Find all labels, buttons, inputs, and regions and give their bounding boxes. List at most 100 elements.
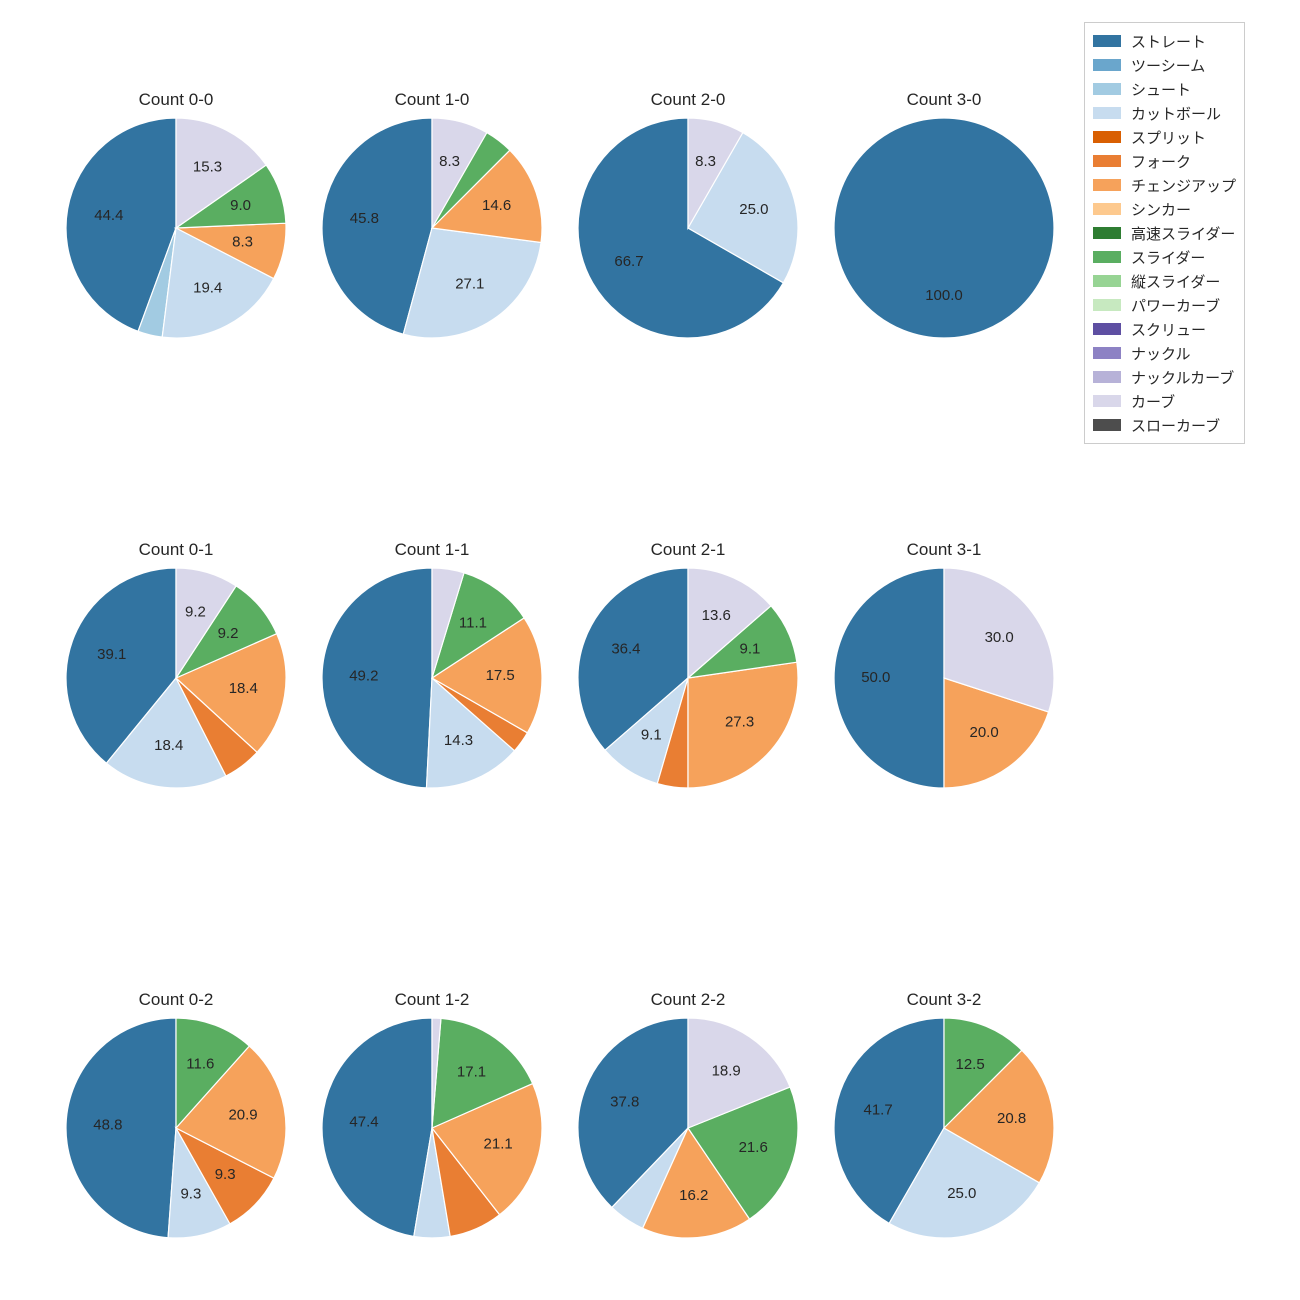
legend-item: 高速スライダー bbox=[1093, 221, 1236, 245]
slice-label: 20.8 bbox=[997, 1110, 1026, 1127]
legend-item: スローカーブ bbox=[1093, 413, 1236, 437]
slice-label: 20.0 bbox=[969, 724, 998, 741]
legend-label: シュート bbox=[1131, 79, 1191, 100]
slice-label: 8.3 bbox=[439, 153, 460, 170]
slice-label: 25.0 bbox=[739, 201, 768, 218]
slice-label: 37.8 bbox=[610, 1094, 639, 1111]
slice-label: 9.3 bbox=[180, 1186, 201, 1203]
slice-label: 9.0 bbox=[230, 197, 251, 214]
legend-label: ストレート bbox=[1131, 31, 1206, 52]
slice-label: 11.6 bbox=[186, 1055, 214, 1072]
legend-swatch bbox=[1093, 323, 1121, 335]
pie-grid-canvas: Count 0-044.419.48.39.015.3Count 1-045.8… bbox=[0, 0, 1300, 1300]
chart-title: Count 2-2 bbox=[578, 990, 798, 1010]
slice-label: 16.2 bbox=[679, 1187, 708, 1204]
pie-chart: Count 3-241.725.020.812.5 bbox=[834, 1018, 1054, 1238]
legend-item: ナックル bbox=[1093, 341, 1236, 365]
legend-label: スライダー bbox=[1131, 247, 1205, 268]
legend-swatch bbox=[1093, 155, 1121, 167]
slice-label: 9.2 bbox=[185, 604, 206, 621]
legend-swatch bbox=[1093, 131, 1121, 143]
legend-swatch bbox=[1093, 299, 1121, 311]
slice-label: 17.5 bbox=[486, 667, 515, 684]
legend-label: 縦スライダー bbox=[1131, 271, 1220, 292]
slice-label: 21.1 bbox=[484, 1136, 513, 1153]
slice-label: 14.6 bbox=[482, 197, 511, 214]
slice-label: 27.1 bbox=[455, 276, 484, 293]
slice-label: 17.1 bbox=[457, 1063, 486, 1080]
slice-label: 8.3 bbox=[695, 153, 716, 170]
slice-label: 18.4 bbox=[229, 680, 258, 697]
legend-swatch bbox=[1093, 275, 1121, 287]
pie-chart: Count 3-150.020.030.0 bbox=[834, 568, 1054, 788]
legend-swatch bbox=[1093, 419, 1121, 431]
pie-svg: 44.419.48.39.015.3 bbox=[66, 118, 286, 338]
legend-item: パワーカーブ bbox=[1093, 293, 1236, 317]
slice-label: 18.9 bbox=[712, 1062, 741, 1079]
legend-label: カーブ bbox=[1131, 391, 1175, 412]
pie-chart: Count 0-248.89.39.320.911.6 bbox=[66, 1018, 286, 1238]
pie-svg: 50.020.030.0 bbox=[834, 568, 1054, 788]
pie-svg: 47.421.117.1 bbox=[322, 1018, 542, 1238]
chart-title: Count 3-2 bbox=[834, 990, 1054, 1010]
slice-label: 19.4 bbox=[193, 279, 222, 296]
chart-title: Count 2-1 bbox=[578, 540, 798, 560]
chart-title: Count 1-2 bbox=[322, 990, 542, 1010]
slice-label: 18.4 bbox=[154, 737, 183, 754]
legend-swatch bbox=[1093, 347, 1121, 359]
slice-label: 36.4 bbox=[611, 641, 640, 658]
legend-label: スプリット bbox=[1131, 127, 1206, 148]
slice-label: 12.5 bbox=[955, 1056, 984, 1073]
legend-swatch bbox=[1093, 179, 1121, 191]
pie-svg: 45.8 27.1 14.6 8.3 bbox=[322, 118, 542, 338]
legend-item: カーブ bbox=[1093, 389, 1236, 413]
slice-label: 20.9 bbox=[228, 1106, 257, 1123]
pie-chart: Count 2-136.49.127.39.113.6 bbox=[578, 568, 798, 788]
legend-label: フォーク bbox=[1131, 151, 1191, 172]
chart-title: Count 1-1 bbox=[322, 540, 542, 560]
pie-slice bbox=[834, 118, 1054, 338]
slice-label: 45.8 bbox=[350, 210, 379, 227]
pie-svg: 39.118.418.49.29.2 bbox=[66, 568, 286, 788]
legend-item: ツーシーム bbox=[1093, 53, 1236, 77]
slice-label: 8.3 bbox=[232, 234, 253, 251]
legend-label: カットボール bbox=[1131, 103, 1221, 124]
slice-label: 9.1 bbox=[641, 726, 662, 743]
slice-label: 15.3 bbox=[193, 158, 222, 175]
pie-chart: Count 1-045.827.114.68.3 bbox=[322, 118, 542, 338]
slice-label: 9.3 bbox=[215, 1166, 236, 1183]
pie-svg: 48.89.39.320.911.6 bbox=[66, 1018, 286, 1238]
slice-label: 30.0 bbox=[985, 629, 1014, 646]
legend-swatch bbox=[1093, 227, 1121, 239]
pie-chart: Count 1-247.421.117.1 bbox=[322, 1018, 542, 1238]
legend-swatch bbox=[1093, 107, 1121, 119]
legend-label: チェンジアップ bbox=[1131, 175, 1236, 196]
legend-item: ストレート bbox=[1093, 29, 1236, 53]
pie-svg: 37.816.221.618.9 bbox=[578, 1018, 798, 1238]
chart-title: Count 0-2 bbox=[66, 990, 286, 1010]
legend-swatch bbox=[1093, 83, 1121, 95]
slice-label: 9.2 bbox=[218, 625, 239, 642]
slice-label: 9.1 bbox=[740, 641, 761, 658]
legend-swatch bbox=[1093, 251, 1121, 263]
legend-swatch bbox=[1093, 59, 1121, 71]
slice-label: 27.3 bbox=[725, 714, 754, 731]
legend-item: スプリット bbox=[1093, 125, 1236, 149]
pie-svg: 100.0 bbox=[834, 118, 1054, 338]
chart-title: Count 3-1 bbox=[834, 540, 1054, 560]
pie-chart: Count 0-139.118.418.49.29.2 bbox=[66, 568, 286, 788]
slice-label: 13.6 bbox=[702, 607, 731, 624]
legend-swatch bbox=[1093, 395, 1121, 407]
pie-chart: Count 1-149.214.317.511.1 bbox=[322, 568, 542, 788]
pie-svg: 36.4 9.1 27.3 9.1 13.6 bbox=[578, 568, 798, 788]
slice-label: 66.7 bbox=[614, 253, 643, 270]
legend-label: スクリュー bbox=[1131, 319, 1206, 340]
pie-chart: Count 2-237.816.221.618.9 bbox=[578, 1018, 798, 1238]
legend-label: パワーカーブ bbox=[1131, 295, 1220, 316]
legend-item: フォーク bbox=[1093, 149, 1236, 173]
legend-label: スローカーブ bbox=[1131, 415, 1220, 436]
legend-label: ナックル bbox=[1131, 343, 1191, 364]
pie-chart: Count 3-0100.0 bbox=[834, 118, 1054, 338]
legend-item: スクリュー bbox=[1093, 317, 1236, 341]
chart-title: Count 1-0 bbox=[322, 90, 542, 110]
